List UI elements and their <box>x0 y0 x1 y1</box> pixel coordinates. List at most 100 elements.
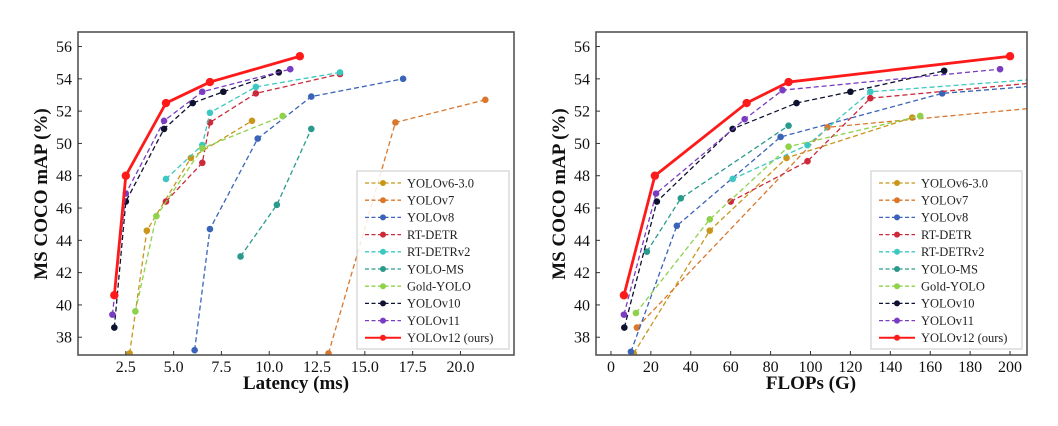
y-axis-title: MS COCO mAP (%) <box>549 108 570 280</box>
x-tick-label: 20 <box>643 359 659 376</box>
y-axis-title: MS COCO mAP (%) <box>31 108 52 280</box>
legend-marker <box>894 266 900 272</box>
legend-item: YOLOv11 <box>365 314 460 328</box>
y-tick-label: 44 <box>574 233 590 250</box>
x-tick-label: 7.5 <box>211 359 231 376</box>
legend-marker <box>380 231 386 238</box>
data-point <box>652 190 660 197</box>
series-yolov11 <box>109 65 294 318</box>
y-tick-label: 54 <box>574 71 590 88</box>
series-line <box>134 115 283 312</box>
flops-chart: 0 20 40 60 80 100 120 140 160 180 200 38 40 42 44 46 48 5… <box>549 31 1028 394</box>
legend-item: YOLOv8 <box>879 211 968 225</box>
y-tick-label: 56 <box>56 39 72 56</box>
series-line <box>633 116 913 354</box>
legend-label: YOLOv7 <box>921 194 968 208</box>
series-line <box>623 70 945 328</box>
plot-frame <box>595 31 1028 356</box>
legend-item: YOLO-MS <box>879 262 978 276</box>
data-point <box>627 348 635 355</box>
data-point <box>783 154 790 162</box>
x-tick-label: 200 <box>998 359 1022 376</box>
data-point <box>653 198 661 205</box>
x-tick-label: 12.5 <box>303 359 331 376</box>
data-point <box>206 109 214 117</box>
legend-marker <box>894 248 900 255</box>
legend-label: YOLOv12 (ours) <box>921 331 1007 345</box>
legend-item: YOLOv12 (ours) <box>879 331 1007 345</box>
data-point <box>727 198 734 205</box>
series-line <box>630 86 1027 352</box>
data-point <box>785 143 792 150</box>
y-tick-label: 38 <box>574 330 590 347</box>
data-point <box>126 350 133 355</box>
legend-marker <box>894 283 900 290</box>
x-tick-label: 160 <box>918 359 942 376</box>
x-tick-label: 180 <box>958 359 982 376</box>
data-point <box>620 311 628 318</box>
series-line <box>730 82 1027 203</box>
data-point <box>706 216 714 223</box>
y-tick-label: 44 <box>56 233 72 250</box>
data-point <box>132 308 139 315</box>
series-gold-yolo <box>632 112 924 317</box>
x-tick-label: 15.0 <box>351 359 379 376</box>
x-tick-label: 100 <box>799 359 823 376</box>
y-tick-label: 42 <box>574 265 590 282</box>
legend-item: YOLOv12 (ours) <box>365 331 493 345</box>
x-tick-label: 10.0 <box>255 359 283 376</box>
data-point <box>220 88 227 96</box>
series-line <box>646 125 789 252</box>
data-point <box>198 144 206 152</box>
legend-label: YOLOv10 <box>921 297 974 311</box>
legend-marker <box>380 197 386 204</box>
data-point <box>673 222 681 230</box>
x-tick-label: 2.5 <box>116 359 136 376</box>
series-line <box>635 115 921 314</box>
legend-label: YOLOv6-3.0 <box>921 176 988 190</box>
data-point <box>110 291 119 300</box>
series-rt-detrv2 <box>729 79 1027 183</box>
legend-label: Gold-YOLO <box>407 280 471 294</box>
data-point <box>286 65 294 73</box>
data-point <box>205 77 215 87</box>
data-point <box>189 99 197 107</box>
x-tick-label: 5.0 <box>164 359 184 376</box>
legend: YOLOv6-3.0 YOLOv7 YOLOv8 RT-DETR RT-DETRv2 YO… <box>356 170 510 350</box>
legend-item: YOLOv6-3.0 <box>365 176 474 190</box>
data-point <box>252 90 260 97</box>
y-tick-label: 38 <box>56 330 72 347</box>
data-point <box>785 122 792 129</box>
legend-label: YOLO-MS <box>921 262 978 276</box>
series-yolov10 <box>111 69 283 331</box>
legend-item: RT-DETRv2 <box>365 245 470 259</box>
data-point <box>996 65 1004 73</box>
series-yolo-ms <box>643 122 792 255</box>
data-point <box>633 324 641 331</box>
legend-marker <box>380 300 386 307</box>
legend-label: YOLOv12 (ours) <box>407 331 493 345</box>
legend-marker <box>380 248 386 255</box>
x-tick-label: 17.5 <box>399 359 427 376</box>
series-line <box>111 68 291 315</box>
data-point <box>160 125 168 133</box>
data-point <box>160 117 168 125</box>
data-point <box>252 83 260 91</box>
data-point <box>254 135 262 142</box>
legend-marker <box>894 317 900 324</box>
data-point <box>677 195 685 202</box>
data-point <box>621 324 628 331</box>
x-axis-title: FLOPs (G) <box>766 373 856 394</box>
data-point <box>111 324 118 331</box>
legend-marker <box>380 180 386 186</box>
data-point <box>632 309 640 317</box>
legend-marker <box>894 231 900 238</box>
legend-item: RT-DETRv2 <box>879 245 984 259</box>
data-point <box>248 117 256 125</box>
data-point <box>706 227 714 234</box>
legend-marker <box>380 317 386 324</box>
data-point <box>198 88 206 96</box>
plot-frame <box>77 31 515 356</box>
legend-item: YOLOv8 <box>365 211 454 225</box>
y-tick-label: 48 <box>56 168 72 185</box>
